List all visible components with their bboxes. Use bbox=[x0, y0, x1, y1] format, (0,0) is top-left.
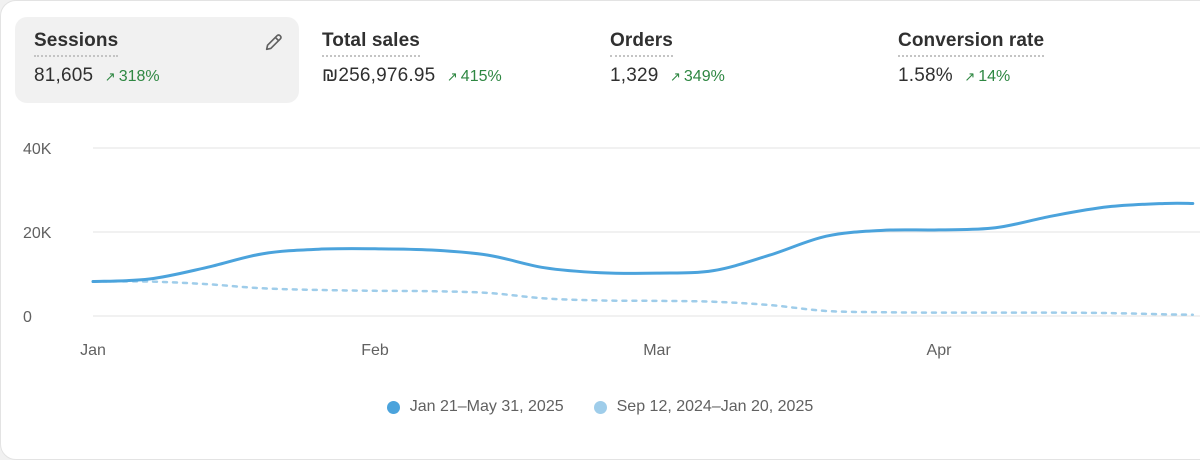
metric-change-value: 415% bbox=[460, 68, 502, 85]
metric-label: Total sales bbox=[322, 30, 420, 57]
metric-value: 1,329 bbox=[610, 65, 659, 86]
metric-value: 81,605 bbox=[34, 65, 94, 86]
metric-total-sales[interactable]: Total sales ₪256,976.95 ↗ 415% bbox=[303, 17, 583, 103]
metric-change: ↗ 14% bbox=[964, 68, 1010, 85]
metric-change: ↗ 415% bbox=[447, 68, 502, 85]
metric-conversion-rate[interactable]: Conversion rate 1.58% ↗ 14% bbox=[879, 17, 1159, 103]
metric-sessions[interactable]: Sessions 81,605 ↗ 318% bbox=[15, 17, 299, 103]
legend-label-current: Jan 21–May 31, 2025 bbox=[409, 398, 564, 415]
metric-value: ₪256,976.95 bbox=[322, 65, 436, 86]
series-line-previous bbox=[91, 280, 1195, 316]
metric-change-value: 14% bbox=[978, 68, 1011, 85]
metric-change: ↗ 318% bbox=[105, 68, 160, 85]
metric-label: Orders bbox=[610, 30, 673, 57]
y-tick-label: 20K bbox=[23, 225, 52, 242]
metric-change: ↗ 349% bbox=[670, 68, 725, 85]
y-tick-label: 0 bbox=[23, 309, 32, 326]
legend-item-previous[interactable]: Sep 12, 2024–Jan 20, 2025 bbox=[593, 398, 814, 416]
metric-label: Conversion rate bbox=[898, 30, 1045, 57]
series-line-current bbox=[91, 201, 1195, 284]
metric-value: 1.58% bbox=[898, 65, 953, 86]
legend-dot-previous bbox=[593, 400, 607, 414]
arrow-up-right-icon: ↗ bbox=[104, 69, 116, 84]
metric-change-value: 349% bbox=[683, 68, 725, 85]
arrow-up-right-icon: ↗ bbox=[964, 69, 976, 84]
metric-label: Sessions bbox=[34, 30, 119, 57]
arrow-up-right-icon: ↗ bbox=[446, 69, 458, 84]
legend-label-previous: Sep 12, 2024–Jan 20, 2025 bbox=[616, 398, 814, 415]
x-tick-label: Feb bbox=[361, 342, 389, 359]
chart-legend: Jan 21–May 31, 2025 Sep 12, 2024–Jan 20,… bbox=[0, 398, 1200, 416]
arrow-up-right-icon: ↗ bbox=[670, 69, 681, 84]
legend-item-current[interactable]: Jan 21–May 31, 2025 bbox=[386, 398, 564, 416]
x-tick-label: Apr bbox=[927, 342, 953, 359]
x-tick-label: Mar bbox=[643, 342, 671, 359]
metric-change-value: 318% bbox=[118, 68, 160, 85]
legend-dot-current bbox=[386, 400, 400, 414]
pencil-icon[interactable] bbox=[263, 31, 285, 53]
x-tick-label: Jan bbox=[80, 342, 106, 359]
y-tick-label: 40K bbox=[23, 141, 52, 158]
metric-orders[interactable]: Orders 1,329 ↗ 349% bbox=[591, 17, 871, 103]
sessions-line-chart: 0 20K 40K Jan Feb Mar Apr bbox=[23, 141, 1200, 359]
